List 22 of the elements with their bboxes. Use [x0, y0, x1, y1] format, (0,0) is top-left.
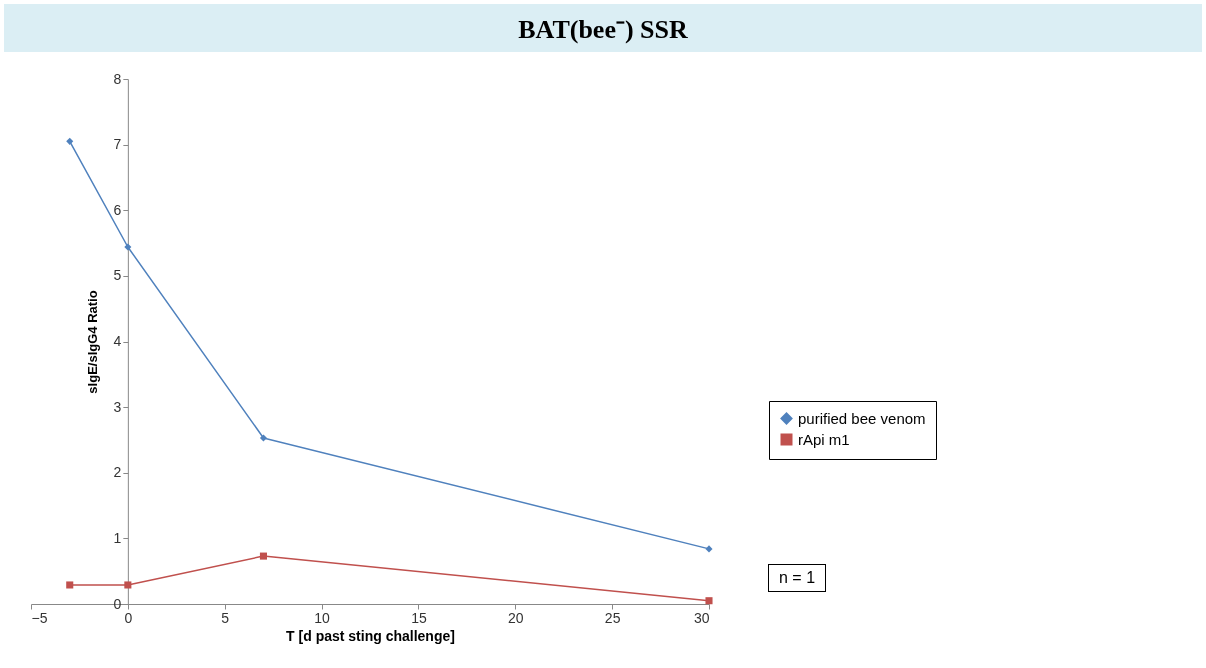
x-tick-label: 25 [604, 609, 621, 626]
y-tick-label: 2 [113, 464, 122, 481]
legend-label: rApi m1 [798, 430, 850, 448]
x-tick-label: 10 [314, 609, 331, 626]
y-tick-label: 6 [113, 201, 122, 218]
x-tick-label: 20 [508, 609, 524, 626]
y-tick-label: 7 [113, 136, 122, 153]
legend-label: purified bee venom [798, 409, 926, 427]
x-tick-label: −5 [31, 609, 48, 626]
x-tick-label: 30 [693, 609, 710, 626]
text: n = 1 [768, 564, 827, 592]
chart-title: BAT(bee⁻) SSR [4, 4, 1202, 52]
y-tick-label: 8 [113, 70, 122, 87]
y-axis-title: sIgE/sIgG4 Ratio [84, 290, 100, 394]
y-tick-label: 5 [113, 267, 122, 284]
x-axis-title: T [d past sting challenge] [286, 627, 455, 644]
y-tick-label: 4 [113, 333, 122, 349]
x-tick-label: 5 [221, 609, 230, 626]
y-tick-label: 3 [113, 398, 122, 415]
x-tick-label: 15 [411, 609, 427, 626]
x-tick-label: 0 [124, 609, 133, 626]
y-tick-label: 1 [113, 529, 122, 546]
